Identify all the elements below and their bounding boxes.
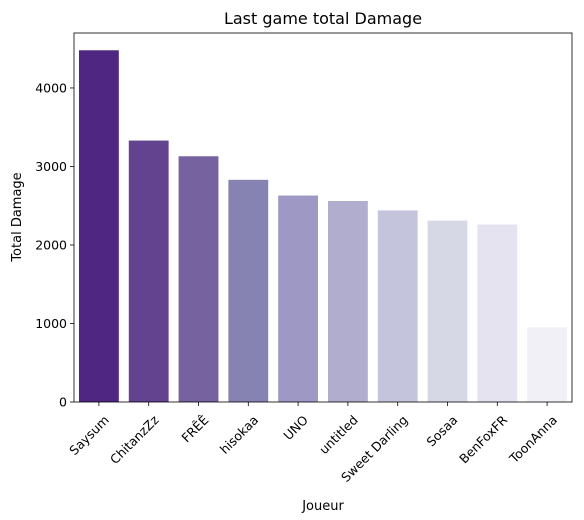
y-tick-label: 0 [59, 395, 67, 410]
y-tick-label: 2000 [35, 237, 67, 252]
x-tick-label: UNO [280, 412, 311, 443]
bar-5 [327, 201, 368, 402]
x-tick-label: FRÊÊ [178, 412, 211, 445]
x-tick-label: ChitanzZz [107, 412, 162, 467]
y-axis-ticks: 0 1000 2000 3000 4000 [35, 80, 74, 410]
bar-1 [128, 140, 169, 402]
x-tick-label: hisokaa [217, 412, 261, 456]
x-tick-label: Saysum [66, 412, 112, 458]
chart-title: Last game total Damage [224, 9, 422, 28]
x-axis-label: Joueur [301, 499, 344, 514]
bar-4 [278, 195, 319, 402]
bar-9 [527, 327, 568, 402]
x-tick-label: BenFoxFR [456, 412, 510, 466]
bar-2 [178, 156, 219, 402]
bar-6 [377, 210, 418, 402]
bar-7 [427, 220, 468, 402]
bar-8 [477, 224, 518, 402]
bar-3 [228, 179, 269, 402]
y-tick-label: 3000 [35, 159, 67, 174]
y-tick-label: 4000 [35, 80, 67, 95]
plot-frame [73, 32, 573, 403]
y-axis-label: Total Damage [10, 172, 25, 262]
bar-0 [78, 50, 119, 402]
x-tick-label: untitled [316, 412, 361, 457]
y-tick-label: 1000 [35, 316, 67, 331]
x-tick-label: Sosaa [423, 412, 460, 449]
x-tick-label: ToonAnna [506, 412, 560, 466]
bars-group [78, 50, 568, 402]
